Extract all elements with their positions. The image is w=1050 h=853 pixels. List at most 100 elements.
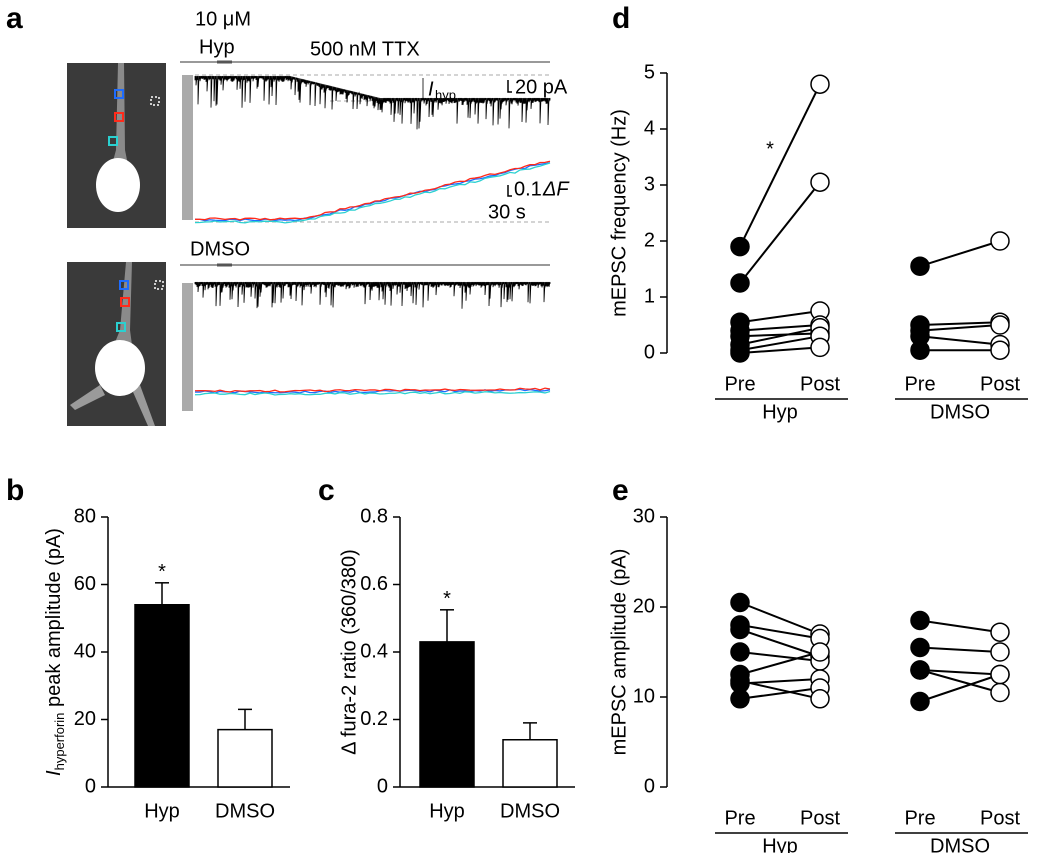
pair-line — [739, 687, 821, 700]
x-tick-label: Post — [800, 807, 840, 829]
drug-label: Hyp — [199, 36, 235, 58]
x-tick-label: DMSO — [215, 800, 275, 822]
pair-line — [919, 335, 1001, 346]
y-tick-label: 5 — [644, 61, 655, 83]
y-axis-label: mEPSC amplitude (pA) — [608, 549, 630, 756]
bar — [134, 604, 190, 788]
bar — [217, 728, 273, 788]
pre-point — [730, 619, 750, 640]
x-tick-label: Pre — [904, 373, 935, 395]
y-axis-label-part: hyperforin — [52, 713, 67, 771]
fluor-trace — [194, 390, 551, 396]
post-point — [810, 642, 830, 662]
y-tick-label: 2 — [644, 229, 655, 251]
x-tick-label: Hyp — [144, 800, 180, 822]
y-tick-label: 4 — [644, 117, 655, 139]
y-tick-label: 0.4 — [360, 640, 388, 662]
post-point — [810, 74, 830, 94]
fluor-trace — [194, 162, 551, 224]
panel-label: e — [612, 474, 629, 507]
control-label: DMSO — [190, 238, 250, 260]
conc-label: 10 μM — [195, 8, 251, 30]
x-tick-label: Post — [800, 373, 840, 395]
y-tick-label: 0.2 — [360, 708, 388, 730]
x-tick-label: Post — [980, 373, 1020, 395]
fluor-trace — [194, 387, 551, 393]
panel-label: b — [6, 474, 24, 507]
pre-point — [910, 340, 930, 360]
y-tick-label: 0 — [85, 775, 96, 797]
x-tick-label: Pre — [724, 373, 755, 395]
y-tick-label: 0 — [644, 775, 655, 797]
pair-line — [919, 646, 1001, 653]
post-point — [990, 622, 1010, 642]
pair-line — [739, 310, 821, 324]
pair-line — [919, 324, 1001, 332]
y-tick-label: 0.6 — [360, 573, 388, 595]
pre-point — [910, 256, 930, 276]
pair-line — [739, 324, 821, 332]
image-hyp — [67, 63, 166, 228]
scale-current: 20 pA — [515, 76, 568, 98]
group-label: Hyp — [762, 401, 798, 423]
x-tick-label: Pre — [724, 807, 755, 829]
y-axis-label: mEPSC frequency (Hz) — [608, 109, 630, 317]
panel-label: d — [612, 2, 630, 35]
pair-line — [739, 601, 821, 635]
bar — [419, 641, 475, 788]
y-tick-label: 10 — [633, 685, 655, 707]
pair-line — [739, 83, 821, 248]
pair-line — [919, 321, 1001, 326]
y-tick-label: 60 — [74, 573, 96, 595]
pair-line — [739, 181, 821, 284]
ttx-label: 500 nM TTX — [310, 38, 420, 60]
pair-line — [739, 624, 821, 640]
y-tick-label: 0.8 — [360, 505, 388, 527]
pre-point — [730, 592, 750, 613]
pair-line — [739, 651, 821, 662]
pair-line — [919, 673, 1001, 703]
y-tick-label: 20 — [633, 595, 655, 617]
y-axis-label-part: peak amplitude (pA) — [43, 528, 65, 713]
x-tick-label: Pre — [904, 807, 935, 829]
pair-line — [739, 651, 821, 676]
current-trace — [194, 281, 551, 309]
image-dmso — [67, 262, 166, 426]
panel-label: a — [6, 2, 23, 35]
scale-fluor-unit: ΔF — [542, 178, 570, 200]
post-point — [990, 642, 1010, 662]
x-tick-label: Post — [980, 807, 1020, 829]
scale-fluor: 0.1 — [514, 178, 542, 200]
x-tick-label: Hyp — [429, 800, 465, 822]
pre-point — [730, 671, 750, 691]
post-point — [810, 337, 830, 358]
y-axis-label-part: I — [43, 770, 65, 776]
fluor-trace — [194, 388, 551, 394]
pre-point — [730, 689, 750, 709]
post-point — [990, 340, 1010, 360]
post-point — [990, 664, 1010, 685]
annotation: * — [158, 561, 166, 583]
annotation: * — [766, 138, 774, 160]
traces — [180, 60, 551, 411]
pair-line — [739, 326, 821, 346]
x-tick-label: DMSO — [500, 800, 560, 822]
post-point — [810, 689, 830, 709]
current-trace — [194, 75, 551, 130]
scale-time: 30 s — [488, 201, 526, 223]
pre-point — [730, 642, 750, 662]
pre-point — [910, 691, 930, 712]
pair-line — [919, 669, 1001, 694]
y-tick-label: 0 — [377, 775, 388, 797]
panel-label: c — [318, 474, 335, 507]
fluor-trace — [194, 162, 551, 222]
y-tick-label: 80 — [74, 505, 96, 527]
pair-line — [739, 346, 821, 354]
y-tick-label: 3 — [644, 173, 655, 195]
pair-line — [739, 679, 821, 700]
y-tick-label: 0 — [644, 341, 655, 363]
pre-point — [730, 236, 750, 257]
pair-line — [739, 332, 821, 338]
y-tick-label: 40 — [74, 640, 96, 662]
